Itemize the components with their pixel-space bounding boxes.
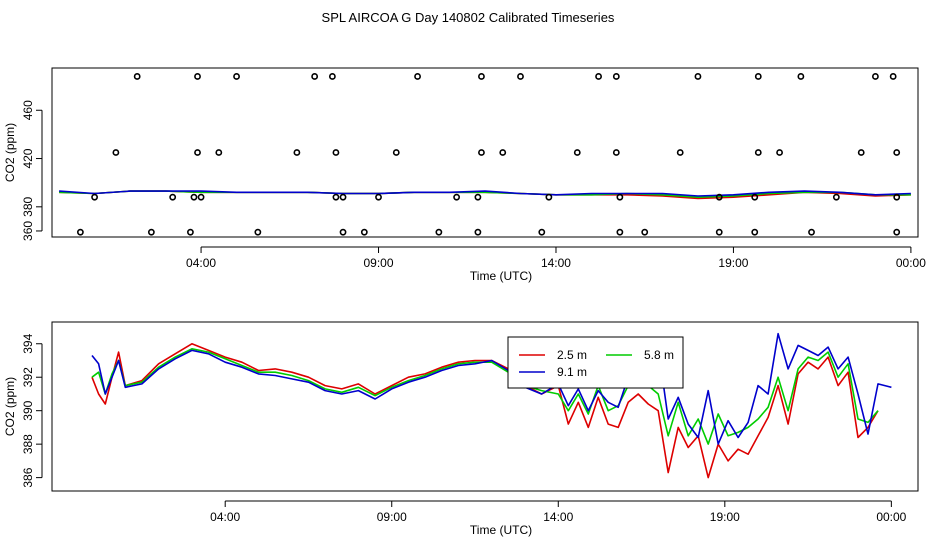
x-tick-label: 19:00 (718, 256, 748, 270)
x-axis-label: Time (UTC) (470, 523, 532, 537)
status-marker (857, 149, 865, 156)
series-line-5-8-m (59, 190, 911, 198)
status-marker (517, 73, 524, 80)
status-marker (478, 149, 485, 156)
panel-top: 04:00 09:00 14:00 19:00 00:00 Time (UTC) 360 38… (3, 67, 926, 283)
legend: 2.5 m 5.8 m 9.1 m (507, 336, 684, 389)
status-marker (751, 193, 759, 201)
x-tick-label: 14:00 (541, 256, 571, 270)
plot-frame-bottom (51, 321, 919, 492)
status-marker (872, 73, 879, 80)
status-marker (375, 193, 382, 201)
status-marker (339, 228, 347, 236)
status-marker (797, 73, 805, 80)
status-marker (474, 228, 482, 236)
status-marker (889, 73, 897, 80)
status-marker (91, 193, 98, 201)
status-marker (595, 73, 602, 80)
x-tick-label: 14:00 (543, 510, 573, 524)
status-marker (612, 149, 620, 156)
status-marker (453, 193, 461, 201)
status-marker (435, 228, 443, 236)
status-marker (538, 228, 546, 236)
status-marker (254, 228, 262, 236)
x-tick-label: 00:00 (896, 256, 926, 270)
y-tick-label: 380 (21, 196, 35, 216)
status-marker (573, 149, 581, 156)
legend-label: 5.8 m (644, 348, 674, 362)
status-marker (194, 73, 201, 80)
status-marker (751, 228, 759, 236)
plot-frame-top (51, 67, 919, 238)
x-tick-label: 09:00 (377, 510, 407, 524)
status-marker (776, 149, 783, 156)
legend-box (507, 336, 684, 389)
y-axis-label: CO2 (ppm) (3, 377, 17, 436)
series-line-9-1-m (59, 190, 911, 197)
status-marker (392, 149, 400, 156)
status-marker (360, 228, 368, 236)
status-marker (187, 228, 194, 236)
status-marker (676, 149, 684, 156)
y-tick-label: 360 (21, 221, 35, 241)
y-tick-label: 386 (21, 467, 35, 487)
status-marker (197, 193, 205, 201)
y-axis-label: CO2 (ppm) (3, 123, 17, 182)
legend-label: 9.1 m (557, 365, 587, 379)
y-tick-label: 460 (21, 100, 35, 120)
y-tick-label: 388 (21, 434, 35, 454)
chart-title: SPL AIRCOA G Day 140802 Calibrated Times… (322, 10, 615, 25)
status-marker (194, 149, 201, 156)
status-marker (169, 193, 177, 201)
status-marker (147, 228, 155, 236)
status-marker (76, 228, 84, 236)
legend-label: 2.5 m (557, 348, 587, 362)
status-marker (311, 73, 319, 80)
status-marker (328, 73, 336, 80)
status-marker (545, 193, 553, 201)
status-marker (133, 73, 141, 80)
series-line-9-1-m (91, 332, 892, 445)
status-marker (612, 73, 620, 80)
x-tick-label: 04:00 (210, 510, 240, 524)
status-marker (893, 149, 901, 156)
y-tick-label: 392 (21, 367, 35, 387)
status-marker (893, 193, 901, 201)
status-marker (339, 193, 347, 201)
status-marker (694, 73, 702, 80)
x-axis-label: Time (UTC) (470, 269, 532, 283)
status-marker (190, 193, 198, 201)
y-tick-label: 420 (21, 148, 35, 168)
status-marker (641, 228, 649, 236)
series-line-5-8-m (91, 347, 879, 445)
status-marker (754, 149, 762, 156)
status-marker (715, 228, 723, 236)
status-marker (499, 149, 507, 156)
status-marker (478, 73, 485, 80)
status-marker (832, 193, 840, 201)
status-marker (808, 228, 815, 236)
x-tick-label: 09:00 (364, 256, 394, 270)
x-tick-label: 04:00 (186, 256, 216, 270)
status-marker (474, 193, 482, 201)
status-marker (893, 228, 901, 236)
status-marker (215, 149, 223, 156)
status-marker (293, 149, 301, 156)
status-marker (715, 193, 723, 201)
y-tick-label: 394 (21, 333, 35, 353)
status-marker (616, 193, 624, 201)
status-marker (616, 228, 624, 236)
status-marker (233, 73, 240, 80)
status-marker (332, 193, 340, 201)
y-tick-label: 390 (21, 400, 35, 420)
status-marker (754, 73, 762, 80)
status-marker (112, 149, 120, 156)
status-marker (414, 73, 421, 80)
panel-bottom: 04:00 09:00 14:00 19:00 00:00 Time (UTC) 386 38… (3, 321, 919, 537)
x-tick-label: 00:00 (876, 510, 906, 524)
series-line-2-5-m (91, 342, 879, 479)
status-marker (332, 149, 340, 156)
x-tick-label: 19:00 (710, 510, 740, 524)
